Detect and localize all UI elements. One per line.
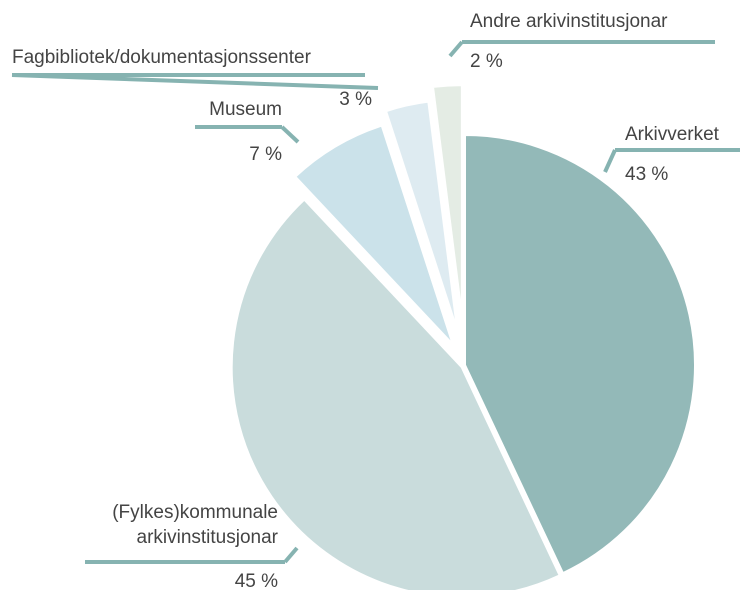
slice-label: Andre arkivinstitusjonar xyxy=(470,11,668,32)
pie-slice xyxy=(230,198,561,590)
slice-label: (Fylkes)kommunale arkivinstitusjonar xyxy=(112,502,278,548)
pie-slice xyxy=(293,124,454,346)
value-label: 43 % xyxy=(625,164,668,185)
value-label: 45 % xyxy=(235,571,278,590)
pie-slice xyxy=(384,100,459,331)
pie-slice xyxy=(464,133,696,575)
pie-slice xyxy=(431,84,463,316)
leader-line xyxy=(603,149,617,173)
value-label: 3 % xyxy=(339,89,372,110)
leader-line xyxy=(283,546,299,564)
leader-line xyxy=(11,73,379,90)
value-label: 7 % xyxy=(249,144,282,165)
value-label: 2 % xyxy=(470,51,503,72)
leader-line xyxy=(448,40,464,58)
leader-line xyxy=(280,125,300,144)
slice-label: Museum xyxy=(209,99,282,120)
slice-label: Fagbibliotek/dokumentasjonssenter xyxy=(12,47,312,68)
slice-label: Arkivverket xyxy=(625,124,720,145)
